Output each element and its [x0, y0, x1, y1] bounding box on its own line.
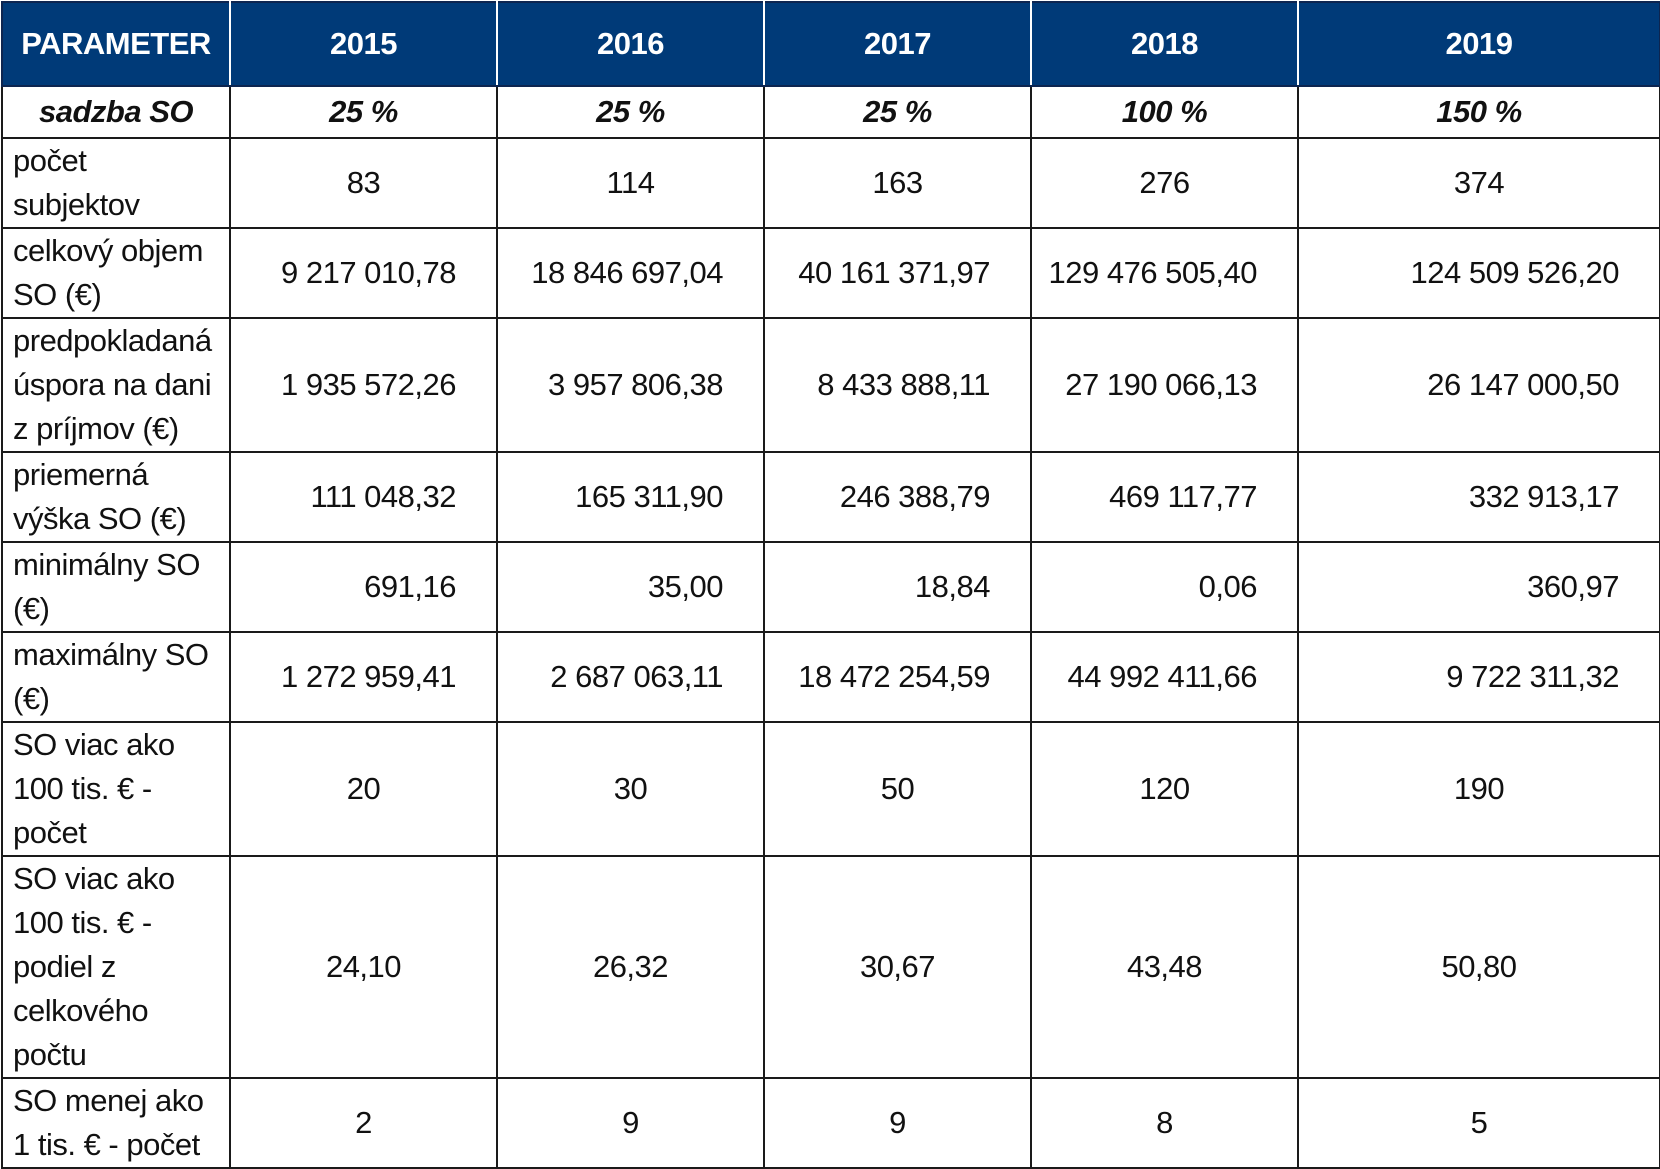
table-row: počet subjektov 83 114 163 276 374: [1, 137, 1660, 229]
table-cell: 165 311,90: [496, 451, 765, 543]
row-label: SO viac ako 100 tis. € - počet: [1, 721, 231, 857]
table-row: SO viac ako 100 tis. € - podiel z celkov…: [1, 855, 1660, 1079]
table-cell: 1 935 572,26: [229, 317, 498, 453]
table-cell: 9 722 311,32: [1297, 631, 1660, 723]
table-row: sadzba SO 25 % 25 % 25 % 100 % 150 %: [1, 85, 1660, 139]
row-label: SO menej ako 1 tis. € - počet: [1, 1077, 231, 1169]
row-label: priemerná výška SO (€): [1, 451, 231, 543]
table-cell: 35,00: [496, 541, 765, 633]
table-cell: 129 476 505,40: [1030, 227, 1299, 319]
table-cell: 9: [763, 1077, 1032, 1169]
table-cell: 100 %: [1030, 85, 1299, 139]
table-cell: 276: [1030, 137, 1299, 229]
table-cell: 20: [229, 721, 498, 857]
table-cell: 8 433 888,11: [763, 317, 1032, 453]
table-cell: 0,06: [1030, 541, 1299, 633]
row-label: celkový objem SO (€): [1, 227, 231, 319]
header-year-2018: 2018: [1030, 1, 1299, 87]
table-cell: 332 913,17: [1297, 451, 1660, 543]
table-cell: 27 190 066,13: [1030, 317, 1299, 453]
table-cell: 43,48: [1030, 855, 1299, 1079]
table-cell: 5: [1297, 1077, 1660, 1169]
table-cell: 25 %: [229, 85, 498, 139]
table-row: celkový objem SO (€) 9 217 010,78 18 846 6…: [1, 227, 1660, 319]
table-cell: 111 048,32: [229, 451, 498, 543]
header-year-2015: 2015: [229, 1, 498, 87]
table-cell: 691,16: [229, 541, 498, 633]
table-row: priemerná výška SO (€) 111 048,32 165 311,…: [1, 451, 1660, 543]
row-label: minimálny SO (€): [1, 541, 231, 633]
table-cell: 9 217 010,78: [229, 227, 498, 319]
header-row: PARAMETER 2015 2016 2017 2018 2019: [1, 1, 1660, 87]
row-label: SO viac ako 100 tis. € - podiel z celkov…: [1, 855, 231, 1079]
table-cell: 120: [1030, 721, 1299, 857]
table-cell: 246 388,79: [763, 451, 1032, 543]
row-label: počet subjektov: [1, 137, 231, 229]
table-cell: 2 687 063,11: [496, 631, 765, 723]
table-row: SO viac ako 100 tis. € - počet 20 30 50 120 1…: [1, 721, 1660, 857]
table-cell: 124 509 526,20: [1297, 227, 1660, 319]
table-cell: 26,32: [496, 855, 765, 1079]
table-cell: 150 %: [1297, 85, 1660, 139]
table-row: minimálny SO (€) 691,16 35,00 18,84 0,06 360,…: [1, 541, 1660, 633]
table-cell: 8: [1030, 1077, 1299, 1169]
table-cell: 30: [496, 721, 765, 857]
row-label: predpokladaná úspora na dani z príjmov (…: [1, 317, 231, 453]
header-year-2019: 2019: [1297, 1, 1660, 87]
table-cell: 190: [1297, 721, 1660, 857]
row-label: sadzba SO: [1, 85, 231, 139]
row-label: maximálny SO (€): [1, 631, 231, 723]
table-body: sadzba SO 25 % 25 % 25 % 100 % 150 % počet sub…: [1, 85, 1660, 1169]
table-cell: 163: [763, 137, 1032, 229]
table-row: predpokladaná úspora na dani z príjmov (…: [1, 317, 1660, 453]
table-cell: 18 472 254,59: [763, 631, 1032, 723]
table-cell: 1 272 959,41: [229, 631, 498, 723]
header-parameter: PARAMETER: [1, 1, 231, 87]
header-year-2016: 2016: [496, 1, 765, 87]
table-cell: 374: [1297, 137, 1660, 229]
table-cell: 44 992 411,66: [1030, 631, 1299, 723]
table-cell: 50: [763, 721, 1032, 857]
table-cell: 360,97: [1297, 541, 1660, 633]
table-cell: 26 147 000,50: [1297, 317, 1660, 453]
table-cell: 469 117,77: [1030, 451, 1299, 543]
table-cell: 24,10: [229, 855, 498, 1079]
table-cell: 18,84: [763, 541, 1032, 633]
table-row: SO menej ako 1 tis. € - počet 2 9 9 8 5: [1, 1077, 1660, 1169]
table-row: maximálny SO (€) 1 272 959,41 2 687 063,11…: [1, 631, 1660, 723]
table-cell: 40 161 371,97: [763, 227, 1032, 319]
table-cell: 3 957 806,38: [496, 317, 765, 453]
table-cell: 25 %: [763, 85, 1032, 139]
table-cell: 9: [496, 1077, 765, 1169]
table-cell: 25 %: [496, 85, 765, 139]
table-cell: 50,80: [1297, 855, 1660, 1079]
header-year-2017: 2017: [763, 1, 1032, 87]
table-cell: 114: [496, 137, 765, 229]
table-cell: 18 846 697,04: [496, 227, 765, 319]
table-cell: 30,67: [763, 855, 1032, 1079]
table-cell: 83: [229, 137, 498, 229]
table-cell: 2: [229, 1077, 498, 1169]
